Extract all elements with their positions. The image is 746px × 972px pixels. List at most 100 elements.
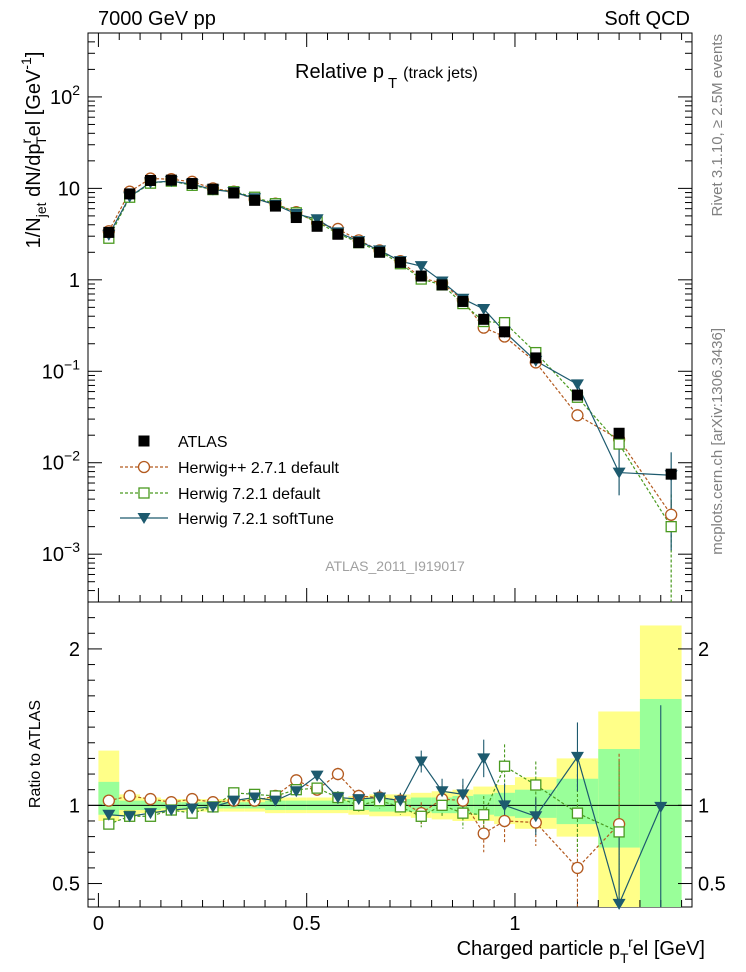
ratio-point [415, 810, 427, 822]
ratio-y-tick-label-right: 1 [698, 795, 709, 817]
ratio-point [352, 794, 366, 806]
data-point [570, 379, 584, 391]
ratio-y-tick-label-right: 2 [698, 639, 709, 661]
legend-marker [137, 460, 151, 474]
ratio-bands [88, 625, 692, 907]
ratio-point [414, 756, 428, 768]
data-point [144, 174, 156, 186]
data-point [269, 200, 281, 212]
ratio-point [654, 801, 668, 813]
data-point [612, 467, 626, 479]
data-point [124, 188, 136, 200]
ratio-point [311, 782, 323, 794]
y-tick-label: 10−1 [42, 356, 80, 383]
ratio-line [108, 773, 620, 869]
legend-label: Herwig 7.2.1 softTune [178, 511, 334, 528]
ratio-point [185, 792, 199, 806]
ratio-point [477, 827, 490, 840]
ratio-point [310, 770, 324, 782]
header-left: 7000 GeV pp [98, 8, 216, 30]
data-point [186, 178, 198, 190]
ratio-point [478, 809, 490, 821]
ratio-point [436, 799, 448, 811]
ratio-point [612, 898, 626, 910]
ratio-point [530, 779, 542, 791]
ratio-point [498, 760, 511, 772]
y-tick-label: 10 [58, 178, 80, 200]
y-tick-label: 1 [69, 270, 80, 292]
data-point [374, 246, 386, 258]
ratio-point [393, 795, 407, 807]
y-tick-label: 10−3 [42, 539, 80, 566]
data-point [498, 317, 511, 329]
data-point [457, 295, 469, 307]
legend-label: Herwig 7.2.1 default [178, 486, 321, 503]
ratio-point [227, 795, 241, 807]
legend-marker [137, 513, 151, 524]
legend-label: Herwig++ 2.7.1 default [178, 460, 340, 477]
data-point [415, 270, 427, 282]
plot-title-sub: T [388, 75, 397, 92]
plot-title-suffix: (track jets) [403, 65, 478, 82]
x-axis-label: Charged particle pTrel [GeV] [457, 934, 705, 966]
side-text-bottom: mcplots.cern.ch [arXiv:1306.3436] [709, 328, 726, 555]
upper-series [102, 172, 678, 602]
watermark: ATLAS_2011_I919017 [325, 558, 465, 574]
data-point [477, 303, 491, 315]
side-text-top: Rivet 3.1.10, ≥ 2.5M events [709, 34, 726, 217]
ratio-point [477, 753, 491, 765]
ratio-point [248, 792, 262, 804]
x-tick-label: 1 [509, 913, 520, 935]
data-point [228, 187, 240, 199]
data-point [665, 468, 677, 480]
lower-axis-ticks: 0.5 0.5 1 1 2 2 0 0.5 1 [52, 617, 726, 935]
data-point [613, 427, 625, 439]
ratio-y-tick-label: 0.5 [52, 874, 80, 896]
data-point [665, 521, 677, 533]
ratio-point [456, 789, 470, 801]
series-line [108, 180, 672, 476]
ratio-point [571, 807, 584, 819]
data-point [353, 237, 365, 249]
data-point [103, 226, 115, 238]
ratio-y-tick-label: 2 [69, 639, 80, 661]
y-tick-label: 10−2 [42, 448, 80, 475]
ratio-point [289, 786, 303, 798]
data-point [311, 220, 323, 232]
data-point [436, 279, 448, 291]
ratio-point [529, 811, 543, 823]
data-point [530, 352, 542, 364]
upper-y-label: 1/Njet dN/dprTel [GeV-1] [18, 52, 49, 249]
plot-title-main: Relative p [295, 61, 384, 83]
data-point [571, 389, 583, 401]
upper-axis-ticks: 102 10 1 10−1 10−2 10−3 [42, 32, 692, 603]
ratio-point [123, 811, 137, 823]
data-point [414, 261, 428, 273]
ratio-point [331, 767, 345, 781]
ratio-point [144, 792, 157, 806]
data-point [394, 256, 406, 268]
data-point [478, 313, 490, 325]
data-point [499, 326, 511, 338]
ratio-point [457, 807, 469, 819]
data-point [665, 508, 678, 521]
ratio-point [206, 801, 220, 813]
ratio-point [571, 861, 584, 875]
ratio-y-tick-label-right: 0.5 [698, 874, 726, 896]
ratio-point [570, 751, 584, 763]
data-point [207, 183, 219, 195]
data-point [571, 409, 584, 422]
lower-series [102, 705, 668, 910]
ratio-point [102, 809, 116, 821]
header-right: Soft QCD [604, 8, 690, 30]
ratio-point [268, 795, 282, 807]
ratio-point [498, 800, 512, 812]
ratio-y-tick-label: 1 [69, 795, 80, 817]
data-point [613, 438, 625, 450]
ratio-point [164, 805, 178, 817]
plot-title: Relative pT (track jets) [295, 61, 478, 92]
legend-label: ATLAS [178, 434, 228, 451]
lower-y-label: Ratio to ATLAS [27, 700, 44, 808]
data-point [332, 228, 344, 240]
